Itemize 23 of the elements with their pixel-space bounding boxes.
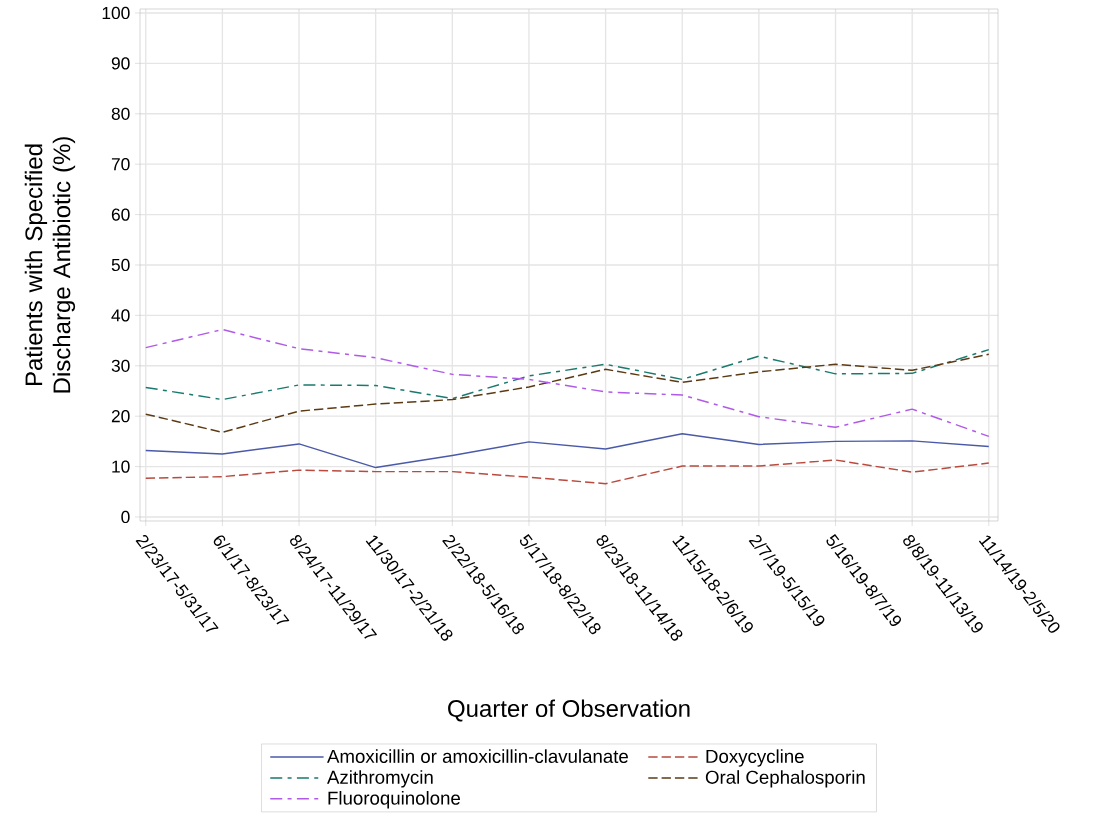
legend-label: Oral Cephalosporin [705,770,865,788]
y-tick-label: 30 [111,359,130,372]
y-tick-label: 100 [102,6,130,20]
y-tick-label: 90 [111,57,130,70]
legend-label: Doxycycline [706,749,804,767]
y-tick-label: 0 [121,510,130,524]
legend-label: Fluoroquinolone [328,791,460,809]
x-axis-title: Quarter of Observation [448,699,690,722]
y-tick-label: 40 [111,309,130,322]
line-series [145,328,990,438]
line-series [145,433,990,469]
y-tick-label: 10 [112,460,130,473]
line-series [145,353,990,434]
legend-label: Amoxicillin or amoxicillin-clavulanate [327,749,628,764]
legend-label: Azithromycin [327,770,433,788]
line-series [145,459,990,485]
line-series [145,348,990,401]
y-tick-label: 50 [111,258,130,272]
y-tick-label: 20 [111,410,130,423]
y-tick-label: 60 [111,208,130,221]
y-tick-label: 80 [111,107,130,120]
y-axis-title: Patients with Specified Discharge Antibiotic (%) [24,137,76,393]
y-tick-label: 70 [111,158,130,171]
